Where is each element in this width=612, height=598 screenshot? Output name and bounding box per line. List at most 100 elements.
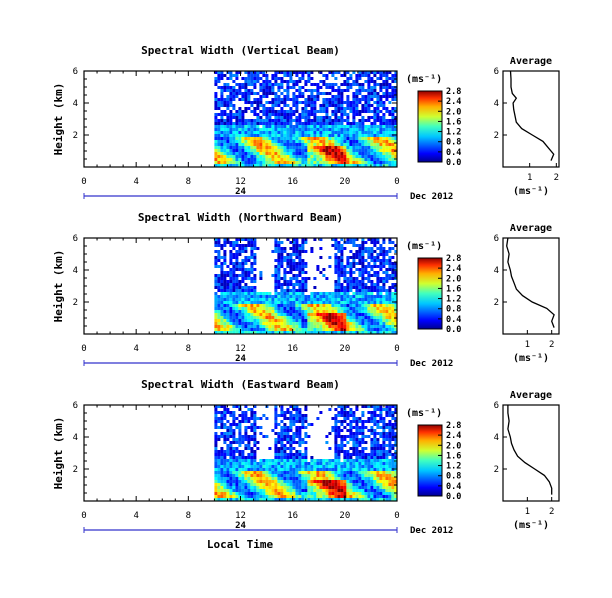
heatmap-cell (346, 429, 350, 432)
heatmap-cell (247, 241, 251, 244)
heatmap-cell (391, 89, 395, 92)
heatmap-cell (253, 83, 257, 86)
heatmap-cell (259, 483, 263, 486)
heatmap-cell (346, 256, 350, 259)
heatmap-cell (223, 98, 227, 101)
heatmap-cell (232, 292, 236, 295)
heatmap-cell (352, 146, 356, 149)
heatmap-cell (358, 489, 362, 492)
heatmap-cell (277, 158, 281, 161)
heatmap-cell (232, 283, 236, 286)
heatmap-cell (394, 143, 398, 146)
heatmap-cell (391, 456, 395, 459)
heatmap-cell (259, 465, 263, 468)
heatmap-cell (289, 471, 293, 474)
heatmap-cell (367, 486, 371, 489)
heatmap-cell (244, 331, 248, 334)
heatmap-cell (274, 316, 278, 319)
heatmap-cell (289, 149, 293, 152)
heatmap-cell (352, 319, 356, 322)
heatmap-cell (235, 483, 239, 486)
heatmap-cell (391, 405, 395, 408)
day-label: 24 (235, 187, 246, 197)
colorbar-units: (ms⁻¹) (406, 408, 442, 419)
heatmap-cell (256, 325, 260, 328)
heatmap-cell (247, 298, 251, 301)
heatmap-cell (391, 158, 395, 161)
heatmap-cell (307, 486, 311, 489)
heatmap-cell (298, 328, 302, 331)
heatmap-cell (352, 104, 356, 107)
heatmap-cell (307, 295, 311, 298)
heatmap-cell (331, 498, 335, 501)
heatmap-cell (274, 295, 278, 298)
heatmap-cell (367, 92, 371, 95)
heatmap-cell (394, 441, 398, 444)
heatmap-cell (226, 241, 230, 244)
heatmap-cell (214, 122, 218, 125)
heatmap-cell (274, 301, 278, 304)
heatmap-cell (319, 331, 323, 334)
heatmap-cell (268, 80, 272, 83)
colorbar-tick-label: 2.8 (446, 421, 461, 431)
heatmap-cell (337, 310, 341, 313)
heatmap-cell (250, 492, 254, 495)
heatmap-cell (226, 426, 230, 429)
heatmap-cell (271, 474, 275, 477)
heatmap-cell (352, 125, 356, 128)
heatmap-cell (232, 271, 236, 274)
heatmap-cell (241, 486, 245, 489)
heatmap-cell (388, 459, 392, 462)
heatmap-cell (319, 161, 323, 164)
heatmap-cell (289, 122, 293, 125)
heatmap-cell (235, 438, 239, 441)
heatmap-cell (325, 137, 329, 140)
heatmap-cell (385, 328, 389, 331)
heatmap-cell (388, 328, 392, 331)
heatmap-cell (223, 238, 227, 241)
heatmap-cell (235, 286, 239, 289)
heatmap-cell (241, 480, 245, 483)
heatmap-cell (355, 307, 359, 310)
heatmap-cell (292, 131, 296, 134)
heatmap-cell (229, 444, 233, 447)
heatmap-cell (283, 304, 287, 307)
heatmap-cell (283, 298, 287, 301)
heatmap-cell (232, 492, 236, 495)
heatmap-cell (274, 83, 278, 86)
heatmap-cell (352, 292, 356, 295)
heatmap-cell (388, 134, 392, 137)
heatmap-cell (355, 432, 359, 435)
heatmap-cell (325, 149, 329, 152)
heatmap-cell (352, 137, 356, 140)
heatmap-cell (295, 95, 299, 98)
heatmap-cell (322, 122, 326, 125)
heatmap-cell (229, 110, 233, 113)
heatmap-cell (244, 480, 248, 483)
heatmap-cell (250, 149, 254, 152)
heatmap-cell (382, 104, 386, 107)
heatmap-cell (241, 295, 245, 298)
heatmap-cell (376, 158, 380, 161)
heatmap-cell (262, 313, 266, 316)
heatmap-cell (241, 250, 245, 253)
heatmap-cell (280, 489, 284, 492)
heatmap-cell (283, 152, 287, 155)
heatmap-cell (241, 137, 245, 140)
heatmap-cell (277, 328, 281, 331)
heatmap-cell (262, 468, 266, 471)
heatmap-cell (253, 125, 257, 128)
heatmap-cell (241, 462, 245, 465)
heatmap-cell (250, 438, 254, 441)
heatmap-cell (349, 438, 353, 441)
heatmap-cell (376, 498, 380, 501)
heatmap-cell (232, 289, 236, 292)
heatmap-cell (361, 71, 365, 74)
heatmap-cell (283, 328, 287, 331)
heatmap-cell (277, 477, 281, 480)
heatmap-cell (367, 134, 371, 137)
heatmap-cell (340, 262, 344, 265)
heatmap-cell (292, 238, 296, 241)
heatmap-cell (349, 465, 353, 468)
heatmap-cell (229, 319, 233, 322)
